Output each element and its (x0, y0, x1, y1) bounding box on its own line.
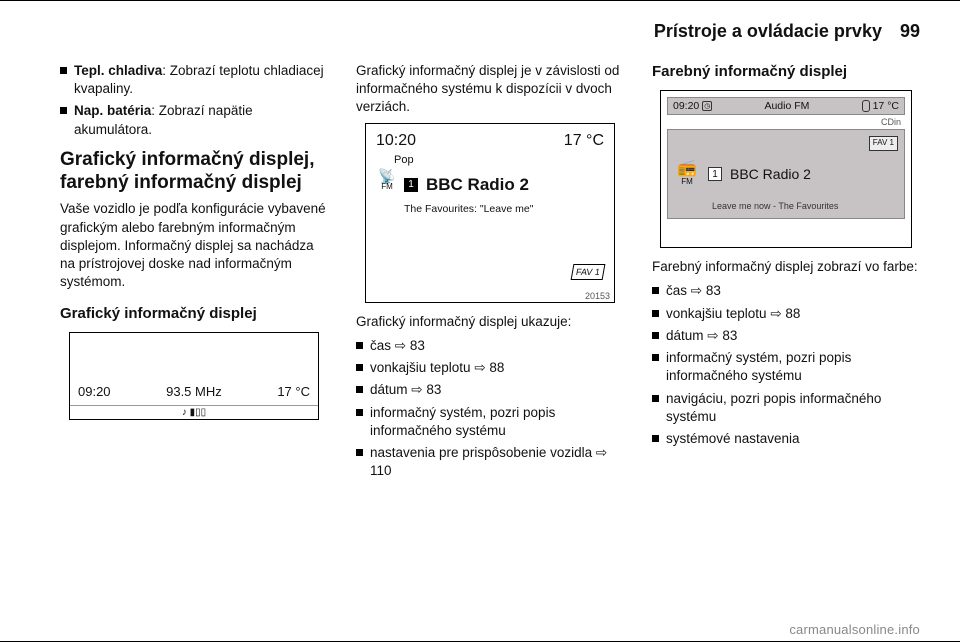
page-header: Prístroje a ovládacie prvky 99 (60, 21, 920, 42)
thermometer-icon (862, 100, 870, 112)
subsection-heading: Farebný informačný displej (652, 62, 920, 82)
display-temp: 17 °C (873, 99, 899, 113)
tower-icon: 📻 (674, 161, 700, 177)
figure-basic-display: 09:20 93.5 MHz 17 °C ♪ ▮▯▯ (69, 332, 319, 420)
preset-number: 1 (708, 167, 722, 181)
content-columns: Tepl. chladiva: Zobrazí teplotu chladiac… (60, 62, 920, 488)
figure-id: 20153 (366, 290, 614, 302)
term: Tepl. chladiva (74, 63, 162, 78)
clock-icon: ◷ (702, 101, 712, 111)
display-time: 09:20 (78, 383, 111, 401)
body-paragraph: Grafický informačný displej je v závislo… (356, 62, 624, 117)
list-item: čas ⇨ 83 (356, 337, 624, 355)
list-item: vonkajšiu teplotu ⇨ 88 (356, 359, 624, 377)
list-item: vonkajšiu teplotu ⇨ 88 (652, 305, 920, 323)
body-paragraph: Vaše vozidlo je podľa konfigurácie vybav… (60, 200, 328, 291)
color-display-body: 📻 FM 1 BBC Radio 2 Leave me now - The Fa… (667, 129, 905, 219)
display-temp: 17 °C (277, 383, 310, 401)
display-features-list: čas ⇨ 83 vonkajšiu teplotu ⇨ 88 dátum ⇨ … (356, 337, 624, 481)
station-name: BBC Radio 2 (426, 174, 529, 197)
list-item: čas ⇨ 83 (652, 282, 920, 300)
list-item: dátum ⇨ 83 (652, 327, 920, 345)
fm-label: FM (674, 177, 700, 188)
term: Nap. batéria (74, 103, 151, 118)
display-time: 10:20 (376, 130, 416, 152)
list-item: dátum ⇨ 83 (356, 381, 624, 399)
page-number: 99 (900, 21, 920, 42)
list-item: systémové nastavenia (652, 430, 920, 448)
antenna-icon: 📡 (378, 170, 395, 182)
fm-icon: 📻 FM (674, 161, 700, 188)
list-item: nastavenia pre prispôsobenie vozidla ⇨ 1… (356, 444, 624, 480)
rds-text: Leave me now - The Favourites (712, 200, 838, 212)
station-name: BBC Radio 2 (730, 165, 811, 184)
display-time: 09:20 (673, 99, 699, 113)
coolant-battery-list: Tepl. chladiva: Zobrazí teplotu chladiac… (60, 62, 328, 139)
manual-page: Prístroje a ovládacie prvky 99 Tepl. chl… (0, 0, 960, 642)
display-freq: 93.5 MHz (166, 383, 222, 401)
fav-indicator: FAV 1 (869, 136, 898, 151)
list-item: informačný systém, pozri popis informačn… (356, 404, 624, 440)
subsection-heading: Grafický informačný displej (60, 304, 328, 324)
source-watermark: carmanualsonline.info (789, 622, 920, 637)
fm-icon: 📡 FM (376, 170, 398, 200)
fav-indicator: FAV 1 (571, 264, 606, 280)
list-heading: Grafický informačný displej ukazuje: (356, 313, 624, 331)
display-title: Audio FM (764, 99, 809, 113)
list-item: informačný systém, pozri popis informačn… (652, 349, 920, 385)
column-left: Tepl. chladiva: Zobrazí teplotu chladiac… (60, 62, 328, 488)
display-icons: ♪ ▮▯▯ (70, 405, 318, 419)
section-title: Prístroje a ovládacie prvky (654, 21, 882, 42)
body-paragraph: Farebný informačný displej zobrazí vo fa… (652, 258, 920, 276)
column-right: Farebný informačný displej 09:20 ◷ Audio… (652, 62, 920, 488)
preset-number: 1 (404, 178, 418, 192)
display-line: 09:20 93.5 MHz 17 °C (70, 365, 318, 405)
color-display-features-list: čas ⇨ 83 vonkajšiu teplotu ⇨ 88 dátum ⇨ … (652, 282, 920, 448)
list-item: navigáciu, pozri popis informačného syst… (652, 390, 920, 426)
figure-graphic-display: 10:20 17 °C Pop 📡 FM 1 BBC Radio 2 The F… (365, 123, 615, 303)
subbar-right: CDin (881, 116, 901, 127)
fm-label: FM (381, 182, 393, 193)
color-display-header: 09:20 ◷ Audio FM 17 °C (667, 97, 905, 115)
figure-color-display: 09:20 ◷ Audio FM 17 °C CDin 📻 (660, 90, 912, 248)
display-temp: 17 °C (564, 130, 604, 152)
rds-text: The Favourites: "Leave me" (404, 202, 604, 216)
color-display-subbar: CDin (667, 115, 905, 127)
column-middle: Grafický informačný displej je v závislo… (356, 62, 624, 488)
list-item: Tepl. chladiva: Zobrazí teplotu chladiac… (60, 62, 328, 98)
list-item: Nap. batéria: Zobrazí napätie akumulátor… (60, 102, 328, 138)
section-heading: Grafický informačný displej, farebný inf… (60, 149, 328, 195)
display-genre: Pop (394, 153, 604, 168)
